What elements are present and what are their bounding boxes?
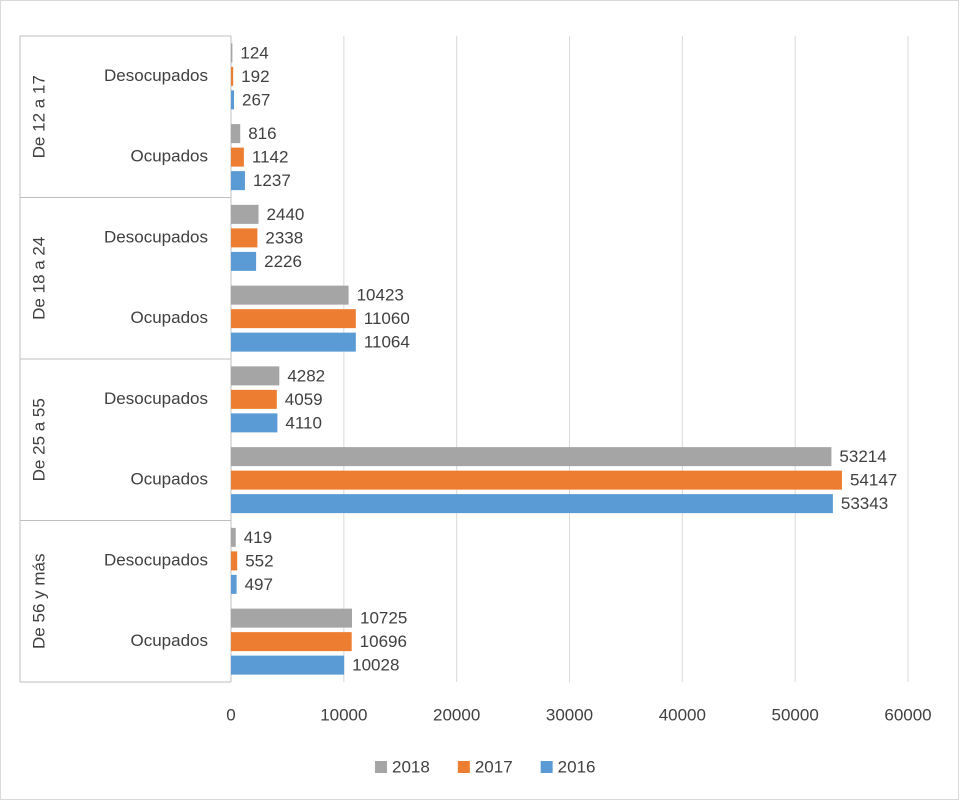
bar <box>231 608 353 628</box>
legend-label: 2018 <box>392 757 430 776</box>
bar <box>231 389 277 409</box>
legend-label: 2016 <box>558 757 596 776</box>
data-label: 192 <box>241 67 269 86</box>
data-label: 10423 <box>357 286 404 305</box>
data-label: 552 <box>245 551 273 570</box>
bar <box>231 43 233 63</box>
bar <box>231 527 236 547</box>
x-tick-label: 20000 <box>433 705 480 724</box>
bar <box>231 204 259 224</box>
legend-swatch <box>457 761 470 773</box>
x-tick-label: 10000 <box>320 705 367 724</box>
data-label: 10028 <box>352 656 399 675</box>
data-label: 11060 <box>364 309 410 328</box>
x-tick-label: 60000 <box>884 705 931 724</box>
data-label: 11064 <box>364 333 410 352</box>
bar <box>231 332 356 352</box>
legend-swatch <box>375 761 387 773</box>
bar <box>231 171 245 191</box>
data-label: 4110 <box>285 413 322 432</box>
bar <box>231 574 237 594</box>
data-label: 54147 <box>850 471 897 490</box>
bar <box>231 285 349 305</box>
category-label: Ocupados <box>131 308 209 327</box>
bar <box>231 366 280 386</box>
data-label: 497 <box>245 575 273 594</box>
category-label: Ocupados <box>131 470 209 489</box>
data-label: 2440 <box>267 205 305 224</box>
group-label: De 56 y más <box>29 554 48 649</box>
x-tick-label: 40000 <box>659 705 706 724</box>
bar <box>231 90 235 110</box>
legend-swatch <box>540 761 553 773</box>
data-label: 53214 <box>839 447 886 466</box>
group-label: De 25 a 55 <box>29 398 48 481</box>
category-label: Desocupados <box>104 66 208 85</box>
data-label: 53343 <box>841 494 888 513</box>
bar <box>231 228 258 248</box>
category-label: Desocupados <box>104 389 208 408</box>
data-label: 10725 <box>360 609 407 628</box>
bar <box>231 632 352 652</box>
bar <box>231 655 345 675</box>
data-label: 124 <box>240 43 268 62</box>
data-label: 419 <box>244 528 272 547</box>
bar <box>231 447 832 467</box>
bar <box>231 309 356 329</box>
legend-label: 2017 <box>475 757 513 776</box>
bar <box>231 413 278 433</box>
data-label: 4282 <box>287 366 325 385</box>
group-label: De 18 a 24 <box>29 237 48 320</box>
bar <box>231 147 244 167</box>
bar <box>231 494 833 514</box>
bar <box>231 470 842 490</box>
bar <box>231 551 238 571</box>
data-label: 2226 <box>264 252 302 271</box>
group-label: De 12 a 17 <box>29 75 48 158</box>
data-label: 267 <box>242 90 270 109</box>
data-label: 816 <box>248 124 276 143</box>
data-label: 10696 <box>360 632 407 651</box>
data-label: 1237 <box>253 171 291 190</box>
data-label: 1142 <box>252 148 289 167</box>
bar <box>231 251 257 271</box>
bar <box>231 124 241 144</box>
data-label: 2338 <box>265 228 303 247</box>
bar <box>231 66 234 86</box>
category-label: Desocupados <box>104 550 208 569</box>
category-label: Ocupados <box>131 631 209 650</box>
category-label: Ocupados <box>131 147 209 166</box>
x-tick-label: 50000 <box>772 705 819 724</box>
x-tick-label: 0 <box>226 705 235 724</box>
data-label: 4059 <box>285 390 323 409</box>
category-label: Desocupados <box>104 227 208 246</box>
x-tick-label: 30000 <box>546 705 593 724</box>
